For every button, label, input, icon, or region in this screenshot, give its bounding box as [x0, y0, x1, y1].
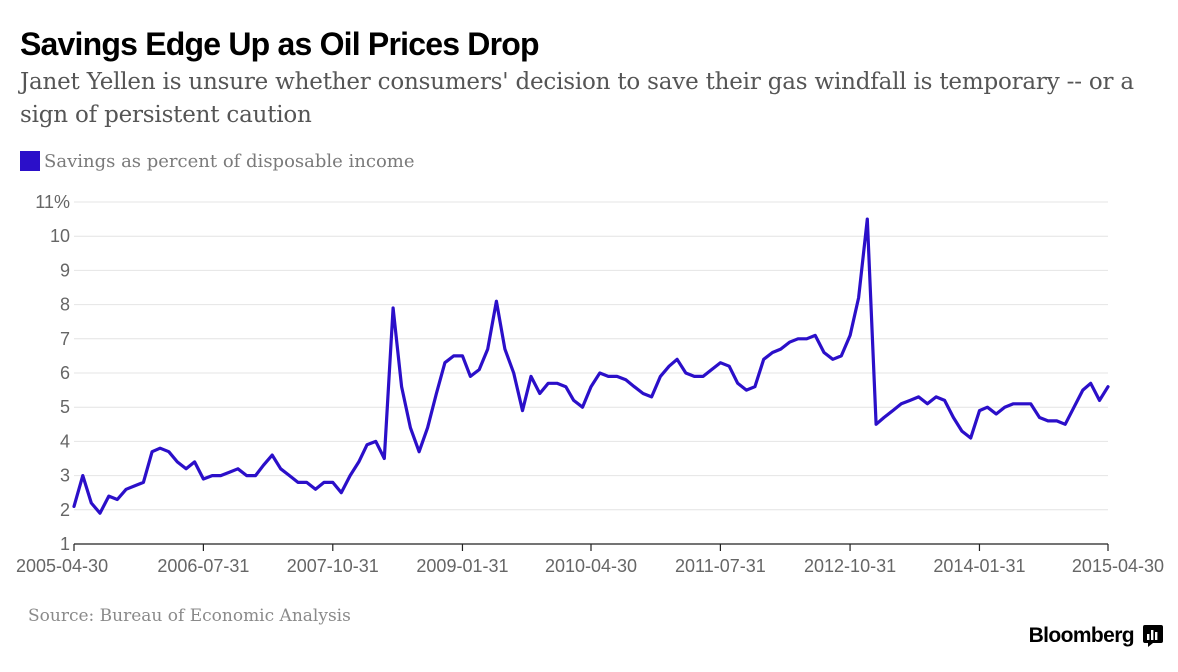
y-tick-label: 2	[60, 500, 70, 520]
line-chart: 1 2 3 4 5 6 7 8 9 10 11% 2005-04-30 2006-07-31 2007-…	[16, 192, 1164, 576]
y-tick-label: 6	[60, 363, 70, 383]
x-tick-label: 2011-07-31	[675, 556, 766, 576]
source-note: Source: Bureau of Economic Analysis	[28, 606, 351, 626]
x-tick-label: 2009-01-31	[416, 556, 508, 576]
gridlines	[74, 201, 1108, 511]
legend: Savings as percent of disposable income	[20, 149, 415, 173]
x-tick-label: 2006-07-31	[157, 556, 249, 576]
y-tick-label: 3	[60, 466, 70, 486]
y-tick-label: 4	[60, 431, 70, 451]
y-tick-label: 11%	[35, 192, 70, 212]
y-tick-label: 8	[60, 295, 70, 315]
chart-subtitle: Janet Yellen is unsure whether consumers…	[20, 69, 1134, 128]
y-tick-label: 10	[50, 226, 70, 246]
y-tick-label: 1	[60, 534, 70, 554]
x-tick-label: 2015-04-30	[1072, 556, 1164, 576]
brand-name: Bloomberg	[1028, 624, 1135, 647]
x-axis: 2005-04-30 2006-07-31 2007-10-31 2009-01-31…	[16, 543, 1164, 576]
bloomberg-chart-icon	[1143, 625, 1163, 647]
y-tick-label: 7	[60, 329, 70, 349]
x-tick-label: 2007-10-31	[287, 556, 379, 576]
x-tick-label: 2010-04-30	[545, 556, 637, 576]
brand-logo: Bloomberg	[1029, 624, 1164, 648]
x-tick-label: 2012-10-31	[804, 556, 896, 576]
chart-title: Savings Edge Up as Oil Prices Drop	[20, 26, 540, 62]
series-line	[72, 217, 1110, 515]
y-axis-ticks: 1 2 3 4 5 6 7 8 9 10 11%	[35, 192, 70, 554]
legend-swatch	[20, 151, 40, 171]
y-tick-label: 5	[60, 397, 70, 417]
series-layer	[72, 217, 1110, 515]
x-tick-label: 2014-01-31	[933, 556, 1025, 576]
y-tick-label: 9	[60, 260, 70, 280]
x-tick-label: 2005-04-30	[16, 556, 108, 576]
legend-label: Savings as percent of disposable income	[44, 150, 415, 172]
